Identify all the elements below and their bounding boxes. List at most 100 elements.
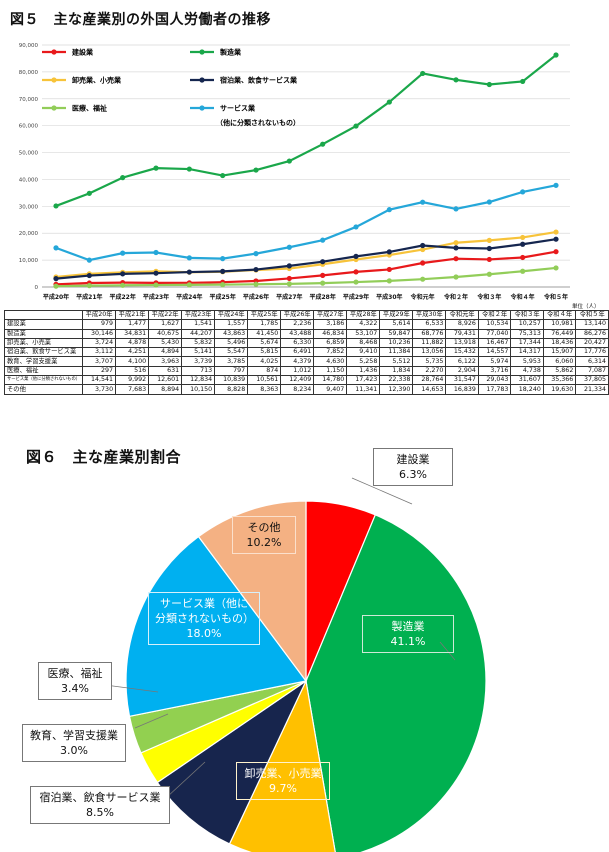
pie-label-text: 教育、学習支援業 [30,729,118,742]
x-tick-label: 平成23年 [143,293,169,300]
data-point [553,229,559,235]
pie-label-value: 3.4% [61,682,89,695]
table-column-header: 令和３年 [510,309,544,321]
y-tick-label: 70,000 [19,97,39,103]
x-tick-label: 平成30年 [376,293,402,300]
pie-label-text: 医療、福祉 [47,667,103,680]
table-cell: 9,410 [346,347,381,358]
data-point [453,274,459,280]
table-cell: 15,907 [542,347,577,358]
data-point [520,268,526,274]
data-point [353,224,359,230]
x-tick-label: 平成21年 [76,293,102,300]
table-cell: 11,341 [346,384,381,395]
table-cell: 3,730 [82,384,117,395]
table-cell: 14,557 [477,347,512,358]
legend-label: 製造業 [219,48,242,57]
table-cell: 46,834 [313,328,348,339]
table-cell: 13,056 [412,347,447,358]
table-cell: 297 [82,365,117,377]
data-point [86,257,92,263]
data-point [486,237,492,243]
table-cell: 34,831 [115,328,150,339]
data-point [186,269,192,275]
data-point [86,190,92,196]
table-cell: 79,431 [445,328,479,339]
table-cell: 18,240 [510,384,544,395]
table-cell: 5,430 [148,337,183,349]
table-cell: 31,547 [445,375,479,386]
table-cell: 1,627 [148,319,183,330]
leader-line [166,761,206,798]
data-point [53,276,59,282]
data-point [253,266,259,273]
table-cell: 41,450 [247,328,282,339]
pie-label-services: サービス業（他に 分類されないもの） 18.0% [148,592,260,645]
data-point [386,249,392,255]
table-cell: 3,716 [477,365,512,377]
pie-slice [156,679,308,845]
legend-marker [51,49,57,55]
y-tick-label: 80,000 [19,70,39,76]
table-cell: 3,112 [82,347,117,358]
table-cell: 10,150 [181,384,216,395]
table-cell: 9,992 [115,375,150,386]
data-point [553,52,559,58]
table-cell: 12,409 [280,375,315,386]
x-tick-label: 令和元年 [410,293,435,300]
data-point [53,245,59,251]
pie-label-wholesale-retail: 卸売業、小売業 9.7% [236,762,330,800]
data-point [320,280,326,286]
table-cell: 797 [214,365,249,377]
data-point [520,241,526,247]
table-cell: 3,707 [82,356,117,367]
data-point [86,283,92,289]
data-point [186,255,192,261]
pie-label-text: 製造業 [391,620,425,633]
data-point [486,271,492,277]
table-cell: 5,512 [379,356,414,367]
data-point [253,281,259,287]
table-cell: 4,894 [148,347,183,358]
legend-marker [199,49,205,55]
data-point [286,244,292,250]
table-cell: 6,314 [575,356,609,367]
x-tick-label: 平成25年 [209,293,235,300]
data-point [53,283,59,289]
line-chart: 0 10,000 20,000 30,000 40,000 50,000 60,000 70,… [19,43,570,300]
table-row-header: 建設業 [3,319,84,330]
x-tick-label: 平成26年 [243,293,269,300]
y-tick-label: 20,000 [19,231,39,237]
data-point [286,263,292,269]
table-cell: 11,384 [379,347,414,358]
table-column-header: 平成23年 [181,309,216,321]
data-point [553,236,559,242]
table-cell: 6,060 [542,356,577,367]
x-tick-label: 令和５年 [543,293,568,300]
series-line [55,266,557,288]
data-point [320,237,326,243]
series-line [55,184,557,262]
leader-line [439,641,456,661]
table-row-header: 宿泊業、飲食サービス業 [3,347,84,358]
pie-label-accommodation-food: 宿泊業、飲食サービス業 8.5% [30,786,170,824]
table-cell: 6,122 [445,356,479,367]
table-cell: 5,258 [346,356,381,367]
pie-slice [197,500,307,683]
data-point [120,282,126,288]
table-cell: 40,675 [148,328,183,339]
legend-marker [51,77,57,83]
table-cell: 5,141 [181,347,216,358]
table-cell: 43,488 [280,328,315,339]
data-point [420,246,426,253]
data-point [120,175,126,181]
table-row-header: 医療、福祉 [3,365,84,377]
data-point [420,242,426,249]
table-cell: 5,496 [214,337,249,349]
table-cell: 5,614 [379,319,414,330]
table-cell: 14,317 [510,347,544,358]
table-cell: 1,012 [280,365,315,377]
y-tick-label: 10,000 [19,258,39,264]
table-column-header: 平成27年 [313,309,348,321]
pie-label-medical-welfare: 医療、福祉 3.4% [38,662,112,700]
